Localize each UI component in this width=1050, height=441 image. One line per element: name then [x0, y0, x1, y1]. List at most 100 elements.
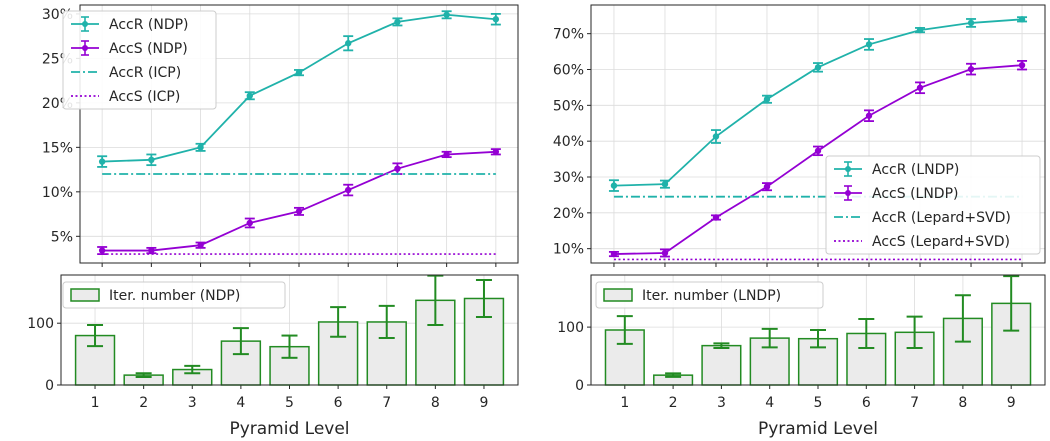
error-bar	[475, 278, 492, 319]
data-point	[712, 214, 720, 221]
y-tick-label: 50%	[553, 98, 584, 114]
data-point	[394, 165, 401, 172]
data-point	[197, 242, 204, 249]
y-tick-label: 60%	[553, 63, 584, 79]
data-point	[345, 186, 352, 194]
legend-item: Iter. number (LNDP)	[603, 288, 781, 304]
data-point	[814, 147, 822, 155]
lndp-acc-panel: 10% 20% 30% 40% 50% 60% 70% AccR (LNDP) AccS (LN…	[553, 4, 1046, 267]
data-point	[712, 133, 720, 140]
data-point	[394, 18, 401, 26]
error-bar	[906, 315, 923, 349]
error-bar	[1003, 275, 1020, 332]
legend-label: AccR (Lepard+SVD)	[872, 210, 1011, 226]
x-tick-label: 4	[765, 395, 774, 411]
data-point	[763, 96, 771, 103]
legend-label: AccS (LNDP)	[872, 186, 958, 202]
y-tick-label: 0	[575, 378, 584, 394]
x-axis-label: Pyramid Level	[229, 419, 349, 439]
x-tick-label: 4	[236, 395, 245, 411]
x-tick-label: 9	[480, 395, 489, 411]
x-tick-label: 6	[334, 395, 343, 411]
y-tick-label: 5%	[51, 229, 73, 245]
legend-label: Iter. number (LNDP)	[642, 288, 781, 304]
lndp-iter-panel: 0 100 1 2 3 4 5 6 7 8 9 Pyramid Level Iter. number (…	[557, 274, 1046, 439]
bar	[604, 329, 645, 386]
legend-swatch	[603, 288, 633, 302]
y-tick-label: 70%	[553, 27, 584, 43]
data-point	[492, 148, 500, 155]
data-point	[246, 219, 253, 227]
data-point	[610, 182, 618, 189]
error-bar	[281, 334, 298, 359]
data-point	[492, 16, 500, 23]
axes-frame	[79, 4, 519, 264]
y-tick-label: 100	[557, 320, 584, 336]
legend-label: AccS (ICP)	[109, 89, 180, 105]
data-point	[1018, 61, 1026, 69]
legend-label: AccR (LNDP)	[872, 162, 959, 178]
y-tick-label: 100	[27, 316, 54, 332]
x-tick-label: 6	[862, 395, 871, 411]
ndp-acc-panel: 5%10%15%20%25%30%AccR (NDP)AccS (NDP)Acc…	[42, 4, 519, 267]
legend-item: AccS (ICP)	[71, 89, 180, 105]
error-bar	[135, 372, 152, 378]
legend-item: AccR (NDP)	[71, 16, 189, 33]
data-point	[865, 112, 873, 119]
axes-frame	[60, 274, 519, 386]
data-point	[98, 158, 106, 165]
data-point	[610, 250, 618, 258]
error-bar	[184, 364, 201, 375]
error-bar	[232, 327, 249, 356]
legend-item: AccR (Lepard+SVD)	[834, 210, 1011, 226]
legend-item: AccS (LNDP)	[834, 185, 958, 202]
y-tick-label: 20%	[553, 206, 584, 222]
x-tick-label: 2	[669, 395, 678, 411]
x-axis-label: Pyramid Level	[758, 419, 878, 439]
legend-item: Iter. number (NDP)	[70, 288, 240, 304]
legend-swatch	[70, 288, 100, 302]
error-bar	[761, 327, 778, 349]
bar	[701, 344, 742, 386]
data-point	[967, 19, 975, 27]
legend-label: AccS (Lepard+SVD)	[872, 234, 1010, 250]
axes-frame	[590, 274, 1046, 386]
error-bar	[616, 315, 633, 345]
legend: Iter. number (NDP)	[62, 281, 286, 309]
error-bar	[87, 324, 104, 348]
data-point	[98, 247, 106, 254]
x-tick-label: 3	[717, 395, 726, 411]
error-bar	[378, 304, 395, 340]
y-tick-label: 15%	[42, 140, 73, 156]
legend-label: Iter. number (NDP)	[109, 288, 240, 304]
y-tick-label: 40%	[553, 134, 584, 150]
data-point	[661, 180, 669, 188]
y-tick-label: 10%	[553, 242, 584, 258]
legend-label: AccR (NDP)	[109, 17, 189, 33]
data-point	[295, 69, 303, 76]
data-point	[148, 156, 155, 163]
y-tick-label: 0	[45, 378, 54, 394]
x-tick-label: 8	[431, 395, 440, 411]
data-point	[916, 84, 924, 91]
y-tick-label: 10%	[42, 185, 73, 201]
x-tick-label: 5	[285, 395, 294, 411]
legend: AccR (LNDP) AccS (LNDP) AccR (Lepard+SVD) A…	[825, 155, 1041, 255]
data-point	[295, 208, 303, 215]
legend-item: AccR (ICP)	[71, 65, 181, 81]
data-point	[443, 11, 450, 18]
x-tick-label: 7	[382, 395, 391, 411]
error-bar	[810, 329, 826, 349]
data-point	[763, 183, 771, 190]
data-point	[661, 249, 669, 257]
data-point	[197, 144, 204, 151]
data-point	[814, 64, 822, 71]
legend: Iter. number (LNDP)	[595, 281, 824, 309]
error-bar	[427, 274, 444, 327]
x-tick-label: 2	[139, 395, 148, 411]
x-tick-label: 1	[620, 395, 629, 411]
axes-frame	[590, 4, 1046, 264]
data-point	[967, 65, 975, 73]
data-point	[1018, 16, 1026, 23]
x-tick-label: 5	[814, 395, 823, 411]
